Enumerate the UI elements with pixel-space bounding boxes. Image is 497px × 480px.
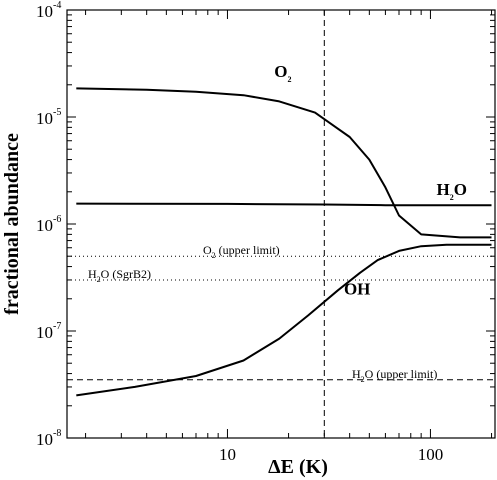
series-label: O2 xyxy=(274,62,291,84)
series-label: OH xyxy=(344,279,370,298)
y-tick-exponent: -7 xyxy=(53,321,61,332)
series-line xyxy=(76,202,492,207)
y-tick-label: 10-6 xyxy=(36,214,61,235)
y-tick-label: 10-7 xyxy=(36,321,61,342)
reference-line-label: H2O (upper limit) xyxy=(352,367,437,384)
y-tick-label: 10-4 xyxy=(36,0,61,21)
annot-tail: (upper limit) xyxy=(216,243,280,257)
y-tick-label: 10-5 xyxy=(36,107,61,128)
series-label-main: OH xyxy=(344,279,370,298)
annot-subscript: 2 xyxy=(97,275,101,284)
annot-main: H xyxy=(352,367,361,381)
annot-main: O xyxy=(203,243,212,257)
series-line xyxy=(76,243,492,397)
y-tick-exponent: -8 xyxy=(53,428,61,439)
y-tick-exponent: -6 xyxy=(53,214,61,225)
annot-subscript: 2 xyxy=(212,251,216,260)
y-tick-base: 10 xyxy=(36,323,53,342)
x-tick-label: 100 xyxy=(418,445,444,464)
series-lines xyxy=(76,87,492,397)
y-tick-exponent: -5 xyxy=(53,107,61,118)
series-label-subscript: 2 xyxy=(287,75,291,84)
annot-subscript: 2 xyxy=(361,375,365,384)
series-label: H2O xyxy=(437,180,467,202)
y-tick-label: 10-8 xyxy=(36,428,61,449)
series-label-subscript: 2 xyxy=(450,193,454,202)
x-axis-title: ΔE (K) xyxy=(268,456,328,478)
series-label-tail: O xyxy=(454,180,467,199)
y-tick-base: 10 xyxy=(36,109,53,128)
reference-line-label: O2 (upper limit) xyxy=(203,243,280,260)
y-tick-base: 10 xyxy=(36,2,53,21)
annot-tail: O (upper limit) xyxy=(365,367,438,381)
annot-tail: O (SgrB2) xyxy=(101,267,151,281)
reference-lines xyxy=(67,10,495,438)
x-tick-label: 10 xyxy=(219,445,236,464)
y-tick-base: 10 xyxy=(36,216,53,235)
y-tick-exponent: -4 xyxy=(53,0,61,11)
series-label-main: H xyxy=(437,180,450,199)
series-line xyxy=(76,87,492,239)
y-tick-base: 10 xyxy=(36,430,53,449)
y-axis-title: fractional abundance xyxy=(1,133,23,315)
reference-line-label: H2O (SgrB2) xyxy=(88,267,151,284)
series-label-main: O xyxy=(274,62,287,81)
annot-main: H xyxy=(88,267,97,281)
